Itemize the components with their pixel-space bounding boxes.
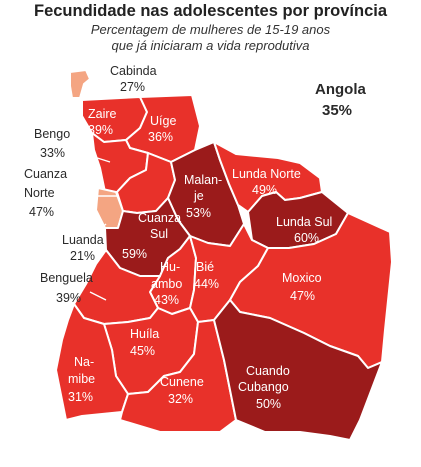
label-bengo-value: 33% <box>40 146 65 160</box>
label-malanje-value: 53% <box>186 206 211 220</box>
map-subtitle-line2: que já iniciaram a vida reprodutiva <box>111 38 310 53</box>
province-cuando-cubango[interactable] <box>213 299 383 441</box>
label-malanje-name-line1: Malan- <box>184 173 222 187</box>
label-benguela-value: 39% <box>56 291 81 305</box>
label-cuanza-sul-value: 59% <box>122 247 147 261</box>
label-cunene-name: Cunene <box>160 375 204 389</box>
label-cuanza-norte-value: 47% <box>29 205 54 219</box>
label-lunda-sul-name: Lunda Sul <box>276 215 332 229</box>
label-zaire-name: Zaire <box>88 107 117 121</box>
label-cuando-cubango-name-line1: Cuando <box>246 364 290 378</box>
label-uige-value: 36% <box>148 130 173 144</box>
label-luanda-name: Luanda <box>62 233 104 247</box>
national-value: 35% <box>322 102 352 119</box>
label-cuanza-norte-name-line2: Norte <box>24 186 55 200</box>
label-lunda-norte-name: Lunda Norte <box>232 167 301 181</box>
label-cuando-cubango-name-line2: Cubango <box>238 380 289 394</box>
label-cuanza-sul-name-line1: Cuanza <box>138 211 181 225</box>
label-luanda-value: 21% <box>70 249 95 263</box>
label-cabinda-value: 27% <box>120 80 145 94</box>
label-moxico-value: 47% <box>290 289 315 303</box>
label-cunene-value: 32% <box>168 392 193 406</box>
label-uige-name: Uíge <box>150 114 176 128</box>
label-bengo-name: Bengo <box>34 127 70 141</box>
map-title: Fecundidade nas adolescentes por provínc… <box>33 2 388 20</box>
label-cuanza-sul-name-line2: Sul <box>150 227 168 241</box>
province-namibe[interactable] <box>55 303 129 421</box>
label-zaire-value: 39% <box>88 123 113 137</box>
map-subtitle-line1: Percentagem de mulheres de 15-19 anos <box>90 22 331 37</box>
label-huambo-name-line1: Hu- <box>160 260 180 274</box>
label-cuando-cubango-value: 50% <box>256 397 281 411</box>
label-huambo-name-line2: ambo <box>151 277 182 291</box>
leader-luanda <box>87 223 107 241</box>
leader-lines <box>70 71 117 301</box>
label-benguela-name: Benguela <box>40 271 93 285</box>
label-lunda-norte-value: 49% <box>252 183 277 197</box>
label-namibe-name-line1: Na- <box>74 355 94 369</box>
label-huila-name: Huíla <box>130 327 159 341</box>
label-huila-value: 45% <box>130 344 155 358</box>
label-namibe-value: 31% <box>68 390 93 404</box>
national-name: Angola <box>315 81 366 98</box>
label-bie-name: Bié <box>196 260 214 274</box>
leader-bengo <box>71 149 111 163</box>
label-bie-value: 44% <box>194 277 219 291</box>
label-lunda-sul-value: 60% <box>294 231 319 245</box>
label-malanje-name-line2: je <box>193 189 204 203</box>
label-huambo-value: 43% <box>154 293 179 307</box>
province-cabinda[interactable] <box>69 69 91 99</box>
label-moxico-name: Moxico <box>282 271 322 285</box>
leader-cabinda <box>87 71 109 75</box>
label-cabinda-name: Cabinda <box>110 64 157 78</box>
label-namibe-name-line2: mibe <box>68 372 95 386</box>
label-cuanza-norte-name-line1: Cuanza <box>24 167 67 181</box>
leader-benguela <box>89 291 107 301</box>
